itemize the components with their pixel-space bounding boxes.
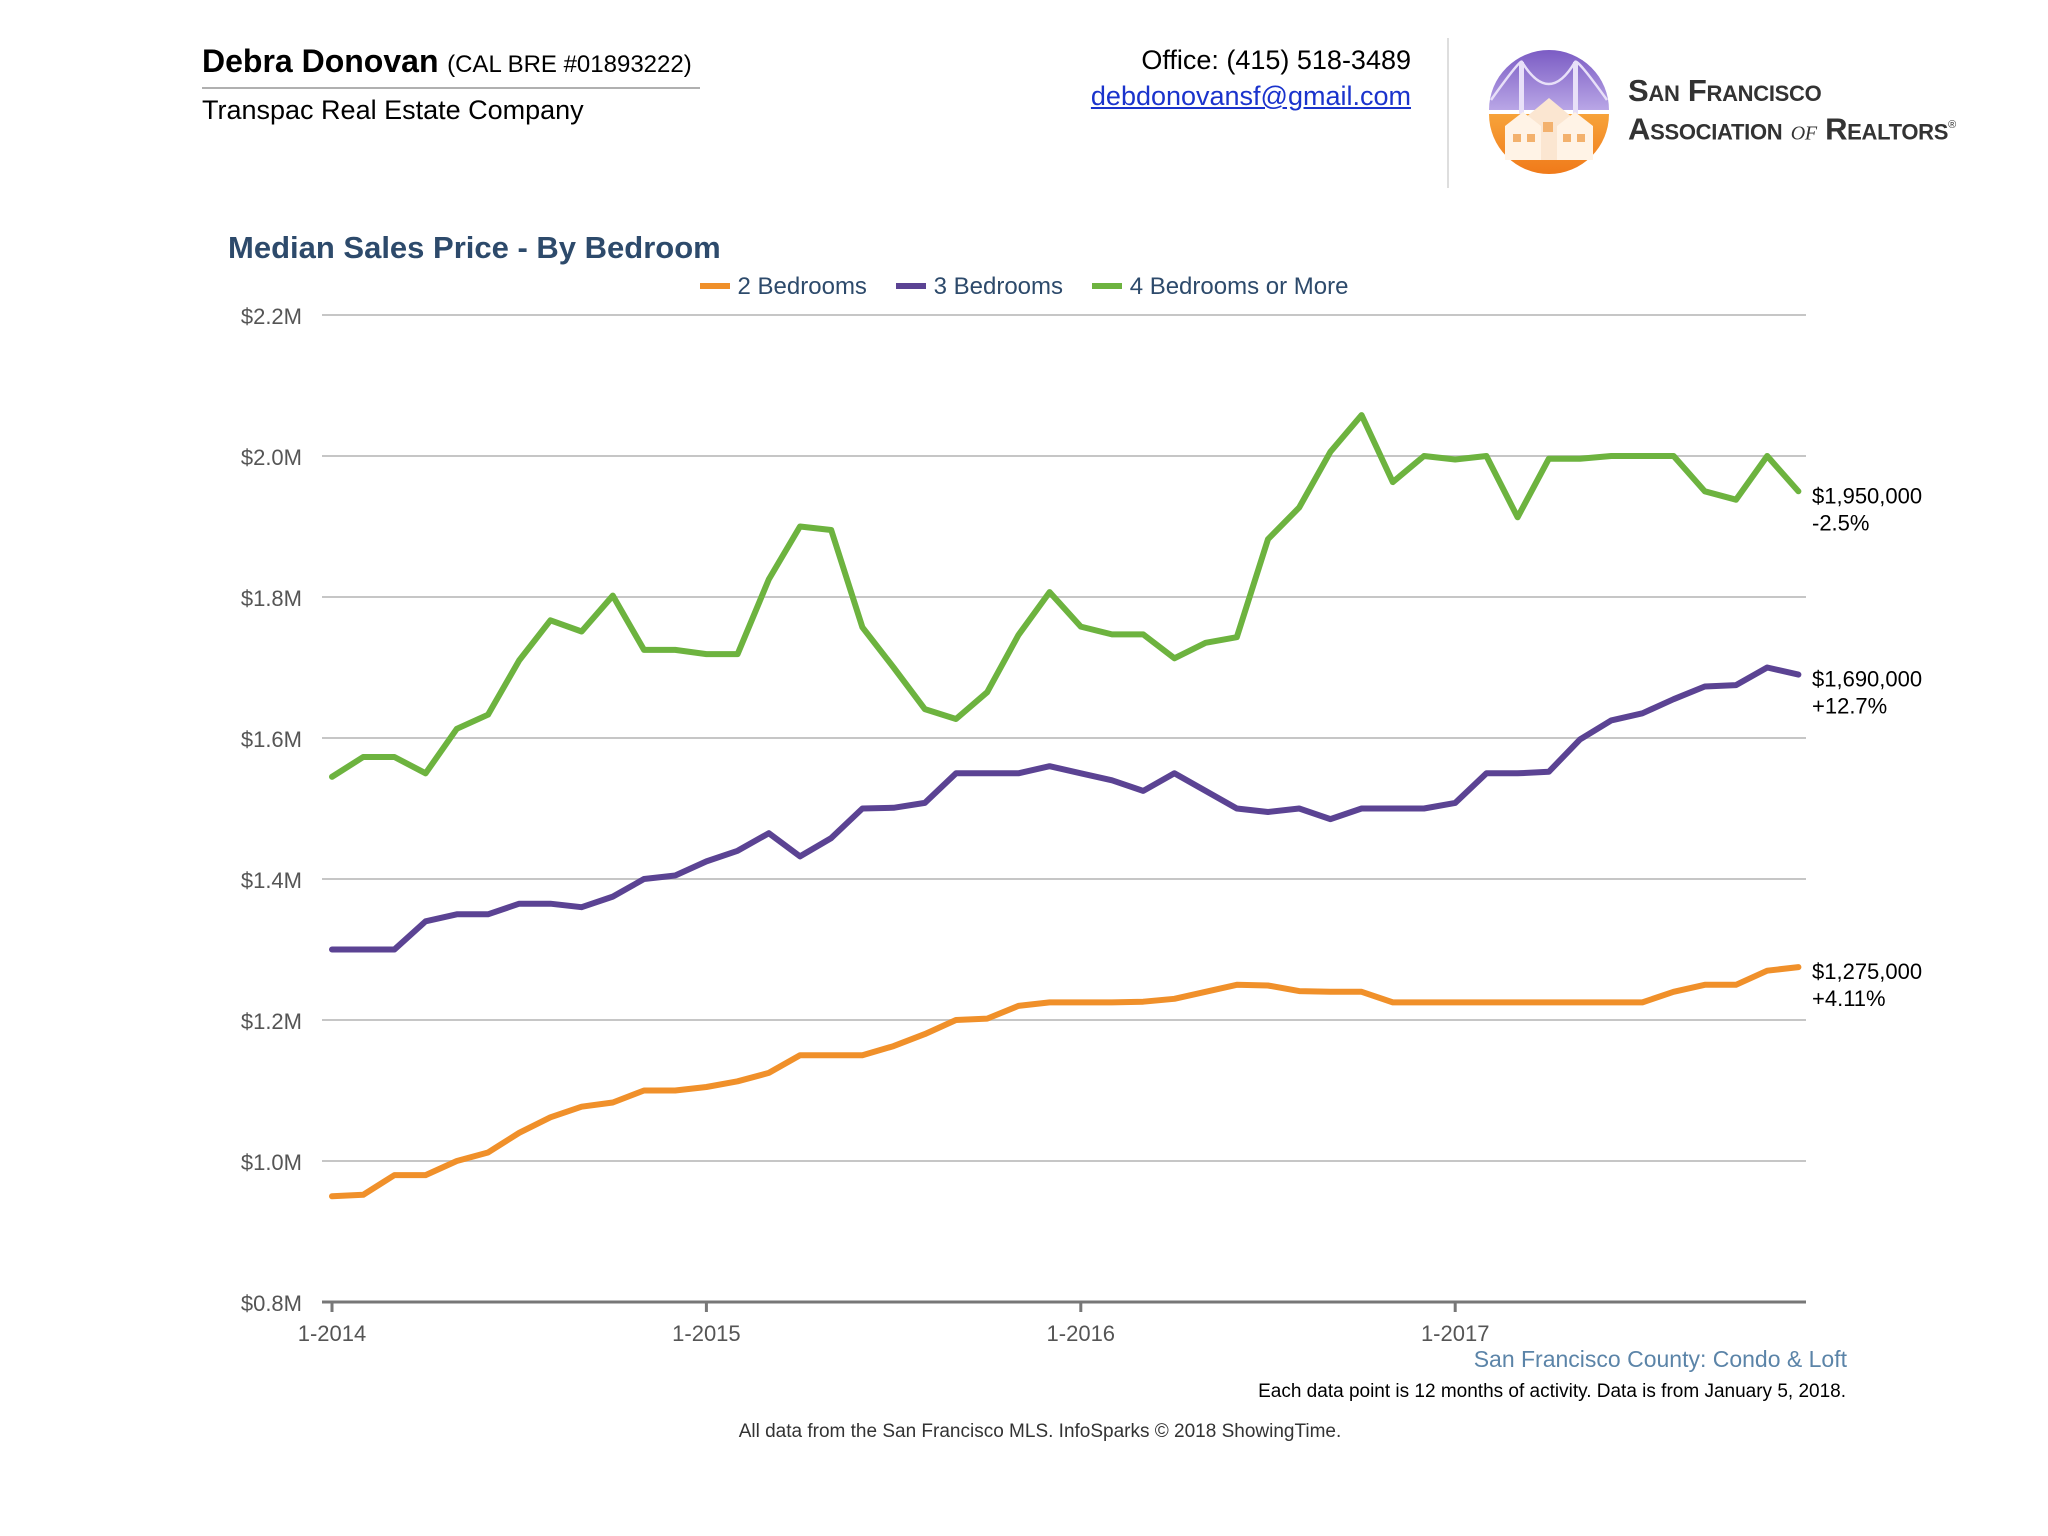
logo-word-of: of: [1790, 115, 1817, 147]
chart-legend: 2 Bedrooms 3 Bedrooms 4 Bedrooms or More: [0, 273, 2048, 301]
series-line-2-bedrooms: [329, 964, 1802, 1200]
x-tick-label: 1-2016: [1047, 1321, 1116, 1346]
logo-word-association: Association: [1628, 111, 1783, 147]
legend-label-3-bedrooms: 3 Bedrooms: [933, 273, 1064, 300]
x-axis-ticks: 1-2014 1-2015 1-2016 1-2017: [298, 1302, 1490, 1346]
legend-item-4-bedrooms: 4 Bedrooms or More: [1091, 273, 1349, 301]
series-layer: [329, 412, 1802, 1200]
agent-name: Debra Donovan: [202, 43, 439, 79]
y-axis-ticks: $0.8M $1.0M $1.2M $1.4M $1.6M $1.8M $2.0M $2.2M: [241, 304, 302, 1316]
chart-note: Each data point is 12 months of activity…: [1258, 1381, 1846, 1402]
y-tick-label: $1.2M: [241, 1009, 302, 1034]
contact-block: Office: (415) 518-3489 debdonovansf@gmai…: [1091, 42, 1411, 114]
office-phone: Office: (415) 518-3489: [1141, 45, 1411, 75]
y-tick-label: $1.0M: [241, 1150, 302, 1175]
x-tick-label: 1-2015: [672, 1321, 741, 1346]
end-value-label: $1,950,000: [1812, 483, 1922, 508]
end-change-label: -2.5%: [1812, 510, 1869, 535]
end-labels: $1,275,000+4.11% $1,690,000+12.7% $1,950,0…: [1812, 483, 1922, 1011]
y-tick-label: $0.8M: [241, 1291, 302, 1316]
y-tick-label: $2.2M: [241, 304, 302, 329]
grid-layer: [322, 314, 1806, 1304]
end-value-label: $1,275,000: [1812, 959, 1922, 984]
y-tick-label: $1.8M: [241, 586, 302, 611]
logo-line-1: San Francisco: [1628, 73, 1822, 108]
end-change-label: +4.11%: [1812, 986, 1886, 1011]
y-tick-label: $1.4M: [241, 868, 302, 893]
chart-title: Median Sales Price - By Bedroom: [228, 230, 721, 265]
legend-swatch-3-bedrooms: [895, 282, 926, 289]
logo-registered-mark: ®: [1948, 119, 1956, 131]
end-value-label: $1,690,000: [1812, 667, 1922, 692]
end-change-label: +12.7%: [1812, 694, 1887, 719]
header-divider: [1447, 38, 1449, 188]
footer-credit: All data from the San Francisco MLS. Inf…: [738, 1421, 1342, 1442]
series-line-3-bedrooms: [329, 664, 1802, 953]
legend-item-3-bedrooms: 3 Bedrooms: [895, 273, 1064, 301]
legend-label-4-bedrooms: 4 Bedrooms or More: [1129, 273, 1349, 300]
series-line-4-bedrooms-or-more: [329, 412, 1802, 780]
y-tick-label: $1.6M: [241, 727, 302, 752]
logo-word-realtors: Realtors: [1825, 111, 1949, 147]
agent-company: Transpac Real Estate Company: [202, 95, 584, 125]
logo-line-2: Association of Realtors®: [1628, 108, 1956, 148]
x-tick-label: 1-2017: [1421, 1321, 1490, 1346]
agent-block: Debra Donovan (CAL BRE #01893222) Transp…: [202, 42, 700, 126]
agent-license: (CAL BRE #01893222): [447, 51, 692, 78]
legend-swatch-2-bedrooms: [699, 282, 730, 289]
y-tick-label: $2.0M: [241, 445, 302, 470]
legend-label-2-bedrooms: 2 Bedrooms: [737, 273, 867, 300]
legend-item-2-bedrooms: 2 Bedrooms: [699, 273, 867, 301]
sfar-logo-text: San Francisco Association of Realtors®: [1628, 74, 1956, 148]
agent-name-row: Debra Donovan (CAL BRE #01893222): [202, 42, 700, 84]
agent-underline: [202, 87, 700, 89]
email-link[interactable]: debdonovansf@gmail.com: [1090, 81, 1411, 111]
sfar-logo-icon: [1489, 50, 1609, 174]
x-tick-label: 1-2014: [298, 1321, 367, 1346]
chart-subtitle: San Francisco County: Condo & Loft: [1473, 1346, 1847, 1372]
legend-swatch-4-bedrooms: [1091, 282, 1122, 289]
